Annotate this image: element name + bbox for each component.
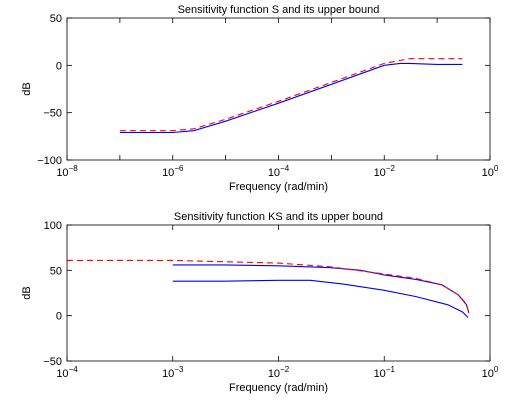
series-line-upper-bound-3 bbox=[67, 259, 470, 314]
x-tick-label: 10−3 bbox=[162, 365, 184, 380]
axes-box bbox=[66, 17, 491, 161]
y-tick-label: −50 bbox=[43, 108, 62, 120]
chart-title: Sensitivity function S and its upper bou… bbox=[178, 4, 380, 16]
y-tick-label: 0 bbox=[56, 60, 62, 72]
x-tick-label: 10−6 bbox=[162, 164, 184, 179]
y-tick-label: 100 bbox=[44, 220, 62, 232]
x-axis-label: Frequency (rad/min) bbox=[229, 181, 328, 193]
series-line-sensitivity-1 bbox=[119, 62, 463, 134]
chart-title: Sensitivity function KS and its upper bo… bbox=[174, 211, 383, 223]
x-tick-label: 10−8 bbox=[56, 164, 78, 179]
y-axis-label: dB bbox=[21, 82, 33, 95]
x-axis-label: Frequency (rad/min) bbox=[229, 382, 328, 394]
y-tick-label: 50 bbox=[50, 13, 62, 25]
x-tick-label: 10−4 bbox=[56, 365, 78, 380]
chart-2: 10−4 10−3 10−2 10−1 100 100 50 0 −50 Sensitivity … bbox=[21, 211, 499, 394]
series-line-sensitivity-1 bbox=[172, 264, 470, 314]
axes-box bbox=[66, 224, 491, 362]
x-tick-label: 10−2 bbox=[268, 365, 290, 380]
x-tick-label: 100 bbox=[482, 365, 499, 380]
series-line-upper-bound-2 bbox=[119, 58, 463, 132]
x-tick-label: 100 bbox=[482, 164, 499, 179]
y-tick-label: 50 bbox=[50, 265, 62, 277]
y-tick-label: 0 bbox=[56, 311, 62, 323]
y-tick-label: −50 bbox=[43, 356, 62, 368]
y-tick-label: −100 bbox=[37, 155, 62, 167]
series-line-sensitivity-2 bbox=[172, 279, 469, 318]
x-tick-label: 10−1 bbox=[374, 365, 396, 380]
x-tick-label: 10−2 bbox=[374, 164, 396, 179]
x-tick-label: 10−4 bbox=[268, 164, 290, 179]
y-axis-label: dB bbox=[21, 286, 33, 299]
chart-1: 10−8 10−6 10−4 10−2 100 50 0 −50 −100 Sensitivity… bbox=[21, 4, 499, 193]
